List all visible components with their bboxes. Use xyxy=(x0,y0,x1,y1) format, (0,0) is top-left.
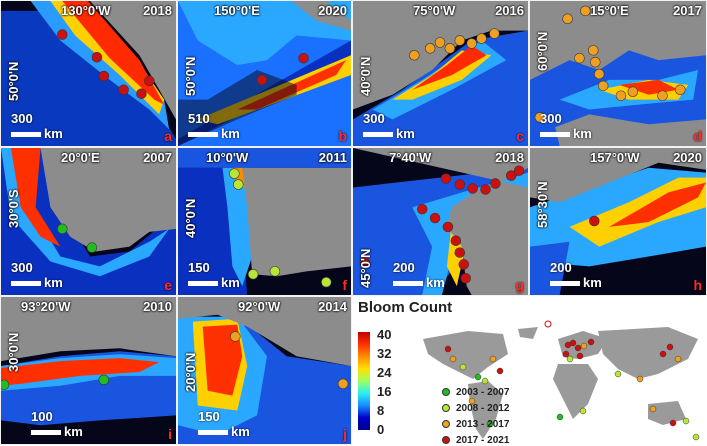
bloom-markers-f xyxy=(229,168,332,288)
scale-bar: 300 km xyxy=(363,111,415,141)
map-panel-i: 93°20'W 2010 30°0'N 100 km i xyxy=(0,296,177,445)
scale-bar: 300 km xyxy=(11,111,63,141)
longitude-label: 92°0'W xyxy=(238,299,281,314)
period-dot-icon xyxy=(442,404,450,413)
longitude-label: 75°0'W xyxy=(413,3,456,18)
latitude-label: 20°0'N xyxy=(183,352,198,392)
panel-letter: h xyxy=(693,277,702,293)
world-bloom-markers xyxy=(444,320,700,441)
longitude-label: 157°0'W xyxy=(590,150,640,165)
map-g-graphic xyxy=(353,148,528,295)
colorbar-tick: 16 xyxy=(377,384,392,399)
colorbar-tick: 0 xyxy=(377,422,385,437)
colorbar-tick: 8 xyxy=(377,403,385,418)
latitude-label: 40°0'N xyxy=(183,198,198,238)
bloom-markers-h xyxy=(589,215,600,227)
map-i-graphic xyxy=(1,297,176,444)
map-panel-e: 20°0'E 2007 30°0'S 300 km e xyxy=(0,147,177,296)
bloom-markers-a xyxy=(57,29,155,99)
map-panel-d: 15°0'E 2017 60°0'N 300 km d xyxy=(529,0,707,147)
panel-letter: g xyxy=(515,277,524,293)
latitude-label: 50°0'N xyxy=(6,61,21,101)
panel-letter: b xyxy=(338,128,347,144)
scale-bar: 150 km xyxy=(198,409,250,439)
bloom-markers-j xyxy=(230,331,349,390)
latitude-label: 30°0'N xyxy=(6,332,21,372)
world-map xyxy=(423,320,700,441)
year-label: 2018 xyxy=(495,150,524,165)
map-panel-c: 75°0'W 2016 40°0'N 300 km c xyxy=(352,0,529,147)
longitude-label: 130°0'W xyxy=(61,3,111,18)
longitude-label: 93°20'W xyxy=(21,299,71,314)
colorbar-tick: 40 xyxy=(377,327,392,342)
map-panel-j: 92°0'W 2014 20°0'N 150 km j xyxy=(177,296,352,445)
scale-bar: 200 km xyxy=(550,260,602,290)
year-label: 2011 xyxy=(318,150,347,165)
panel-letter: c xyxy=(516,128,524,144)
longitude-label: 10°0'W xyxy=(206,150,249,165)
panel-letter: a xyxy=(164,128,172,144)
scale-bar: 150 km xyxy=(188,260,240,290)
colorbar-tick: 24 xyxy=(377,365,392,380)
bloom-markers-c xyxy=(409,28,500,61)
bloom-markers-b xyxy=(256,52,309,86)
map-c-graphic xyxy=(353,1,528,146)
map-e-graphic xyxy=(1,148,176,295)
panel-letter: e xyxy=(164,277,172,293)
year-label: 2018 xyxy=(143,3,172,18)
latitude-label: 50°0'N xyxy=(183,56,198,96)
latitude-label: 45°0'N xyxy=(358,248,373,288)
year-label: 2017 xyxy=(673,3,702,18)
map-a-graphic xyxy=(1,1,176,146)
legend-title: Bloom Count xyxy=(358,299,453,316)
bloom-markers-i xyxy=(1,374,110,391)
legend-period-2: 2008 - 2012 xyxy=(442,404,509,414)
map-panel-b: 150°0'E 2020 50°0'N 510 km b xyxy=(177,0,352,147)
legend-period-1: 2003 - 2007 xyxy=(442,388,509,398)
legend-panel: Bloom Count 40 32 24 16 8 0 xyxy=(352,297,707,446)
latitude-label: 40°0'N xyxy=(358,56,373,96)
map-panel-f: 10°0'W 2011 40°0'N 150 km f xyxy=(177,147,352,296)
period-dot-icon xyxy=(442,388,450,397)
scale-bar: 300 km xyxy=(11,260,63,290)
map-b-graphic xyxy=(178,1,351,146)
legend-period-4: 2017 - 2021 xyxy=(442,436,509,446)
map-f-graphic xyxy=(178,148,351,295)
scale-bar: 300 km xyxy=(540,111,592,141)
latitude-label: 58°30'N xyxy=(535,181,550,228)
bloom-count-colorbar xyxy=(358,332,370,430)
year-label: 2016 xyxy=(495,3,524,18)
latitude-label: 30°0'S xyxy=(6,189,21,228)
year-label: 2007 xyxy=(143,150,172,165)
year-label: 2020 xyxy=(673,150,702,165)
period-dot-icon xyxy=(442,420,450,429)
map-j-graphic xyxy=(178,297,351,444)
scale-bar: 510 km xyxy=(188,111,240,141)
year-label: 2010 xyxy=(143,299,172,314)
map-panel-g: 7°40'W 2018 45°0'N 200 km g xyxy=(352,147,529,296)
year-label: 2014 xyxy=(318,299,347,314)
colorbar-tick: 32 xyxy=(377,346,392,361)
longitude-label: 20°0'E xyxy=(61,150,100,165)
bloom-markers-g xyxy=(359,165,525,284)
panel-letter: j xyxy=(343,426,347,442)
longitude-label: 7°40'W xyxy=(389,150,432,165)
period-dot-icon xyxy=(442,436,450,445)
bloom-markers-e xyxy=(57,223,98,253)
longitude-label: 15°0'E xyxy=(590,3,629,18)
bloom-markers-d xyxy=(534,5,686,123)
scale-bar: 200 km xyxy=(393,260,445,290)
map-panel-a: 130°0'W 2018 50°0'N 300 km a xyxy=(0,0,177,147)
panel-letter: i xyxy=(168,426,172,442)
longitude-label: 150°0'E xyxy=(214,3,260,18)
legend-period-3: 2013 - 2017 xyxy=(442,420,509,430)
year-label: 2020 xyxy=(318,3,347,18)
panel-letter: f xyxy=(342,277,347,293)
map-panel-h: 157°0'W 2020 58°30'N 200 km h xyxy=(529,147,707,296)
map-d-graphic xyxy=(530,1,706,146)
scale-bar: 100 km xyxy=(31,409,83,439)
latitude-label: 60°0'N xyxy=(535,31,550,71)
panel-letter: d xyxy=(693,128,702,144)
